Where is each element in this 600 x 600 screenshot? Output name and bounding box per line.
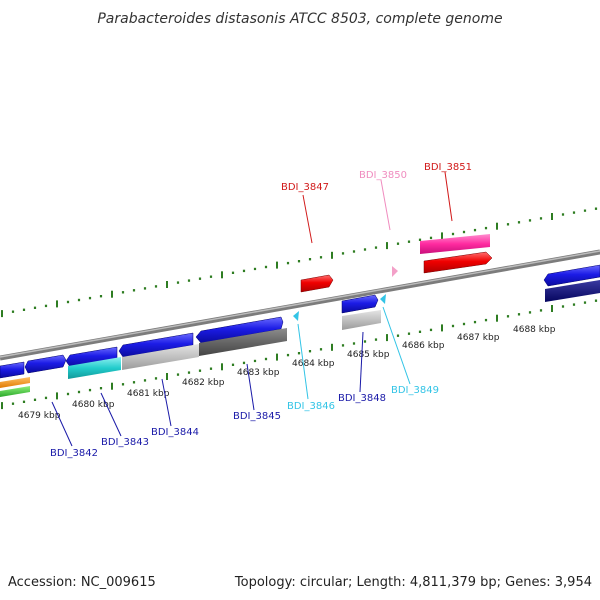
gene-label[interactable]: BDI_3847 <box>281 182 329 193</box>
kbp-label: 4679 kbp <box>18 411 61 421</box>
gene-arrow[interactable] <box>545 280 600 302</box>
gene-label[interactable]: BDI_3850 <box>359 170 407 181</box>
gene-label[interactable]: BDI_3851 <box>424 162 472 173</box>
tick-row-upper <box>1 207 598 318</box>
genome-title: Parabacteroides distasonis ATCC 8503, co… <box>97 11 502 27</box>
gene-arrow[interactable] <box>293 311 299 321</box>
genome-summary-text: Topology: circular; Length: 4,811,379 bp… <box>234 575 592 590</box>
kbp-label: 4682 kbp <box>182 378 225 388</box>
gene-lane-secondary <box>0 280 600 397</box>
kbp-label: 4685 kbp <box>347 350 390 360</box>
gene-arrow[interactable] <box>68 357 121 379</box>
accession-text: Accession: NC_009615 <box>8 575 156 590</box>
gene-label[interactable]: BDI_3843 <box>101 437 149 448</box>
gene-arrows <box>0 264 600 379</box>
kbp-label: 4681 kbp <box>127 389 170 399</box>
gene-label[interactable]: BDI_3849 <box>391 385 439 396</box>
gene-arrow[interactable] <box>380 294 386 304</box>
gene-label[interactable]: BDI_3845 <box>233 411 281 422</box>
gene-arrow[interactable] <box>342 310 381 330</box>
gene-label[interactable]: BDI_3848 <box>338 393 386 404</box>
gene-arrow[interactable] <box>300 274 334 293</box>
kbp-label: 4683 kbp <box>237 368 280 378</box>
gene-arrow[interactable] <box>195 316 284 344</box>
gene-label[interactable]: BDI_3844 <box>151 427 199 438</box>
gene-arrow[interactable] <box>199 328 287 356</box>
genome-backbone <box>0 249 600 361</box>
gene-label[interactable]: BDI_3846 <box>287 401 335 412</box>
gene-arrow[interactable] <box>423 251 493 274</box>
gene-arrow[interactable] <box>24 354 67 374</box>
kbp-label: 4686 kbp <box>402 341 445 351</box>
gene-arrow[interactable] <box>0 361 25 379</box>
label-leaders <box>51 171 453 447</box>
tick-row-lower <box>1 299 598 410</box>
kbp-label: 4684 kbp <box>292 359 335 369</box>
gene-lane-forward <box>300 234 493 293</box>
kbp-label: 4687 kbp <box>457 333 500 343</box>
gene-arrow[interactable] <box>392 266 398 277</box>
kbp-labels: 4679 kbp 4680 kbp 4681 kbp 4682 kbp 4683… <box>18 325 556 421</box>
gene-arrow[interactable] <box>122 344 199 370</box>
kbp-label: 4680 kbp <box>72 400 115 410</box>
gene-arrow[interactable] <box>341 294 379 314</box>
kbp-label: 4688 kbp <box>513 325 556 335</box>
gene-labels: BDI_3842 BDI_3843 BDI_3844 BDI_3845 BDI_… <box>50 162 472 459</box>
gene-arrow[interactable] <box>420 234 490 254</box>
gene-arrow[interactable] <box>0 386 30 397</box>
gene-label[interactable]: BDI_3842 <box>50 448 98 459</box>
gene-arrow[interactable] <box>0 377 30 388</box>
gene-arrow[interactable] <box>543 264 600 287</box>
